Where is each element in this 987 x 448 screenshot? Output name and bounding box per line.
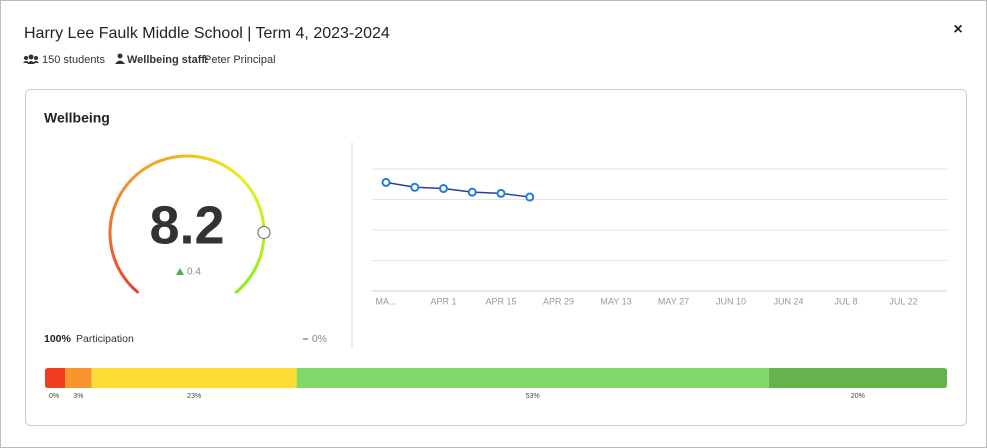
- gauge-arc: [244, 277, 251, 285]
- gauge-arc: [111, 205, 117, 214]
- distribution-segment: [65, 368, 92, 388]
- gauge-value: 8.2: [149, 195, 224, 255]
- gauge-arc: [118, 188, 125, 197]
- gauge-arc: [134, 170, 142, 177]
- gauge-arc: [205, 156, 213, 162]
- staff-icon: [115, 53, 125, 64]
- x-tick-label: APR 1: [430, 296, 456, 306]
- gauge-arc: [115, 194, 122, 202]
- gauge-arc: [199, 155, 207, 160]
- gauge-arc: [254, 261, 260, 269]
- x-tick-label: JUN 10: [716, 296, 746, 306]
- series-line: [385, 181, 530, 198]
- gauge-arc: [222, 163, 230, 170]
- distribution-segment: [91, 368, 297, 388]
- gauge-arc: [249, 189, 256, 197]
- x-tick-label: JUL 22: [889, 296, 917, 306]
- gauge-arc: [193, 154, 201, 159]
- gauge-arc: [261, 218, 266, 226]
- distribution-label: 23%: [187, 393, 201, 400]
- x-tick-label: JUL 8: [834, 296, 857, 306]
- gauge-arc: [232, 170, 240, 178]
- distribution-segment: [296, 368, 769, 388]
- gauge-arc: [139, 166, 147, 173]
- gauge-arc: [108, 237, 113, 244]
- x-tick-label: MAY 27: [658, 296, 689, 306]
- gauge-arc: [247, 272, 255, 280]
- distribution-label: 3%: [73, 393, 83, 400]
- gauge-arc: [155, 158, 164, 164]
- gauge-arc: [121, 183, 129, 191]
- gauge-arc: [251, 266, 258, 275]
- gauge-arc: [119, 271, 126, 280]
- gauge-arc: [144, 163, 152, 170]
- gauge-arc: [150, 160, 158, 167]
- gauge-arc: [227, 166, 235, 174]
- gauge-arc: [116, 266, 123, 274]
- series-point: [439, 184, 448, 194]
- gauge-arc: [216, 160, 225, 167]
- students-icon: [23, 54, 39, 64]
- close-button[interactable]: ×: [953, 21, 962, 38]
- gauge-arc: [241, 179, 249, 187]
- gauge-arc: [161, 156, 170, 162]
- gauge-arc: [252, 194, 259, 202]
- gauge-arc: [234, 286, 243, 294]
- participation-label: Participation: [76, 333, 134, 345]
- gauge-arc: [129, 174, 137, 182]
- gauge-arc: [256, 255, 262, 263]
- panel: [25, 89, 967, 426]
- series-point: [525, 192, 535, 202]
- series-point: [496, 188, 506, 198]
- title: Harry Lee Faulk Middle School | Term 4, …: [24, 25, 390, 42]
- up-arrow: [176, 268, 184, 275]
- gauge-change: 0.4: [187, 267, 201, 278]
- gauge-arc: [108, 218, 113, 226]
- gauge-arc: [260, 243, 265, 251]
- gauge-arc: [110, 249, 115, 257]
- gauge-arc: [174, 154, 182, 159]
- gauge-arc: [255, 200, 261, 208]
- gauge-arc: [258, 249, 264, 257]
- gauge-arc: [259, 212, 265, 220]
- x-tick-label: APR 15: [485, 296, 516, 306]
- staff-name: Peter Principal: [204, 54, 276, 66]
- gauge-arc: [257, 206, 263, 214]
- series-point: [410, 182, 420, 192]
- series-point: [381, 177, 391, 187]
- gauge-arc: [127, 281, 134, 289]
- distribution-label: 53%: [526, 393, 540, 400]
- panel-title: Wellbeing: [44, 110, 110, 126]
- gauge-arc: [211, 158, 219, 164]
- distribution-label: 20%: [851, 393, 865, 400]
- x-tick-label: MA...: [375, 296, 396, 306]
- students: 150 students: [42, 54, 105, 66]
- gauge-arc: [245, 183, 253, 192]
- x-tick-label: APR 29: [543, 296, 574, 306]
- gauge-marker: [257, 225, 271, 239]
- distribution-segment: [45, 368, 65, 388]
- gauge-arc: [109, 211, 115, 220]
- gauge-arc: [125, 178, 133, 186]
- x-tick-label: JUN 24: [773, 296, 803, 306]
- gauge-arc: [123, 277, 130, 285]
- distribution-segment: [768, 368, 947, 388]
- gauge-arc: [109, 243, 114, 251]
- gauge-arc: [168, 155, 176, 160]
- distribution-label: 0%: [49, 393, 59, 400]
- staff-label: Wellbeing staff:: [127, 54, 209, 66]
- x-tick-label: MAY 13: [600, 296, 631, 306]
- gauge-arc: [111, 255, 118, 263]
- gauge-arc: [113, 199, 119, 208]
- gauge-arc: [237, 174, 245, 182]
- gauge-arc: [114, 260, 120, 269]
- series-point: [467, 187, 477, 197]
- gauge-arc: [131, 286, 140, 294]
- participation-change: 0%: [312, 333, 327, 345]
- participation-value: 100%: [44, 333, 72, 345]
